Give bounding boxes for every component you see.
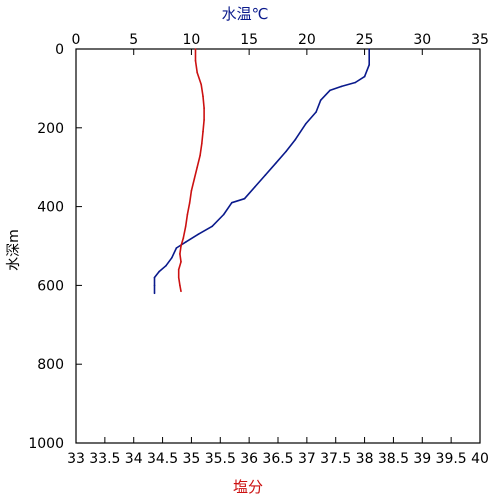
temperature-point [243, 197, 246, 200]
salinity-point [180, 245, 182, 247]
top-tick-label: 25 [356, 32, 374, 48]
temperature-point [158, 270, 160, 273]
temperature-point [153, 276, 156, 279]
bottom-tick-label: 39.5 [436, 451, 467, 467]
bottom-tick-label: 38 [356, 451, 374, 467]
top-tick-label: 30 [413, 32, 431, 48]
temperature-point [329, 89, 331, 92]
salinity-point [196, 166, 198, 168]
salinity-point [194, 48, 197, 50]
temperature-point [294, 138, 297, 141]
y-tick-label: 400 [37, 200, 64, 216]
temperature-point [153, 292, 156, 295]
bottom-tick-label: 37 [298, 451, 316, 467]
temperature-point [153, 284, 156, 287]
y-tick-label: 200 [37, 121, 64, 137]
top-tick-label: 5 [129, 32, 138, 48]
series-layer [153, 48, 371, 295]
temperature-point [368, 48, 371, 50]
bottom-tick-label: 39 [413, 451, 431, 467]
bottom-tick-label: 35.5 [205, 451, 236, 467]
temperature-point [340, 85, 343, 88]
salinity-point [182, 237, 185, 239]
temperature-point [175, 247, 178, 249]
bottom-tick-label: 37.5 [320, 451, 351, 467]
y-tick-label: 0 [55, 42, 64, 58]
salinity-point [180, 261, 182, 263]
salinity-point [179, 253, 181, 255]
salinity-point [184, 225, 187, 228]
temperature-profile-line [153, 49, 370, 294]
bottom-tick-label: 33.5 [89, 451, 120, 467]
y-tick-label: 600 [37, 278, 64, 294]
salinity-point [177, 268, 180, 271]
y-axis-title: 水深m [6, 229, 22, 271]
temperature-point [315, 111, 317, 113]
bottom-tick-label: 34 [125, 451, 143, 467]
bottom-tick-label: 36.5 [262, 451, 293, 467]
bottom-tick-label: 40 [471, 451, 489, 467]
salinity-point [194, 60, 197, 62]
temperature-point [231, 201, 233, 204]
temperature-point [184, 241, 187, 243]
salinity-point [203, 119, 205, 121]
bottom-tick-label: 33 [67, 451, 85, 467]
temperature-point [222, 213, 225, 216]
top-tick-label: 20 [298, 32, 316, 48]
salinity-point [193, 178, 196, 180]
plot-frame [75, 48, 481, 444]
temperature-point [197, 233, 200, 235]
temperature-point [171, 257, 173, 259]
salinity-point [188, 201, 191, 204]
salinity-point [179, 284, 181, 287]
y-tick-label: 1000 [28, 436, 64, 452]
temperature-point [211, 225, 213, 228]
temperature-point [165, 264, 167, 267]
salinity-point [199, 154, 201, 157]
salinity-point [203, 107, 205, 109]
salinity-point [200, 83, 202, 86]
salinity-point [177, 276, 180, 279]
salinity-point [196, 71, 198, 74]
temperature-point [363, 75, 366, 78]
bottom-tick-label: 38.5 [378, 451, 409, 467]
temperature-point [304, 123, 307, 125]
bottom-axis-title: 塩分 [233, 478, 263, 496]
temperature-point [368, 64, 371, 66]
temperature-point [254, 186, 256, 188]
temperature-point [274, 162, 277, 165]
bottom-tick-label: 35 [183, 451, 201, 467]
bottom-tick-label: 36 [240, 451, 258, 467]
temperature-point [319, 99, 322, 101]
top-axis-title: 水温℃ [222, 5, 269, 23]
salinity-point [180, 290, 182, 293]
salinity-point [201, 142, 203, 145]
salinity-point [202, 95, 204, 98]
salinity-point [186, 213, 189, 216]
top-tick-label: 15 [240, 32, 258, 48]
top-tick-label: 0 [72, 32, 81, 48]
salinity-point [190, 190, 193, 192]
y-tick-label: 800 [37, 357, 64, 373]
temperature-point [354, 81, 357, 84]
bottom-tick-label: 34.5 [147, 451, 178, 467]
temperature-point [264, 174, 267, 176]
salinity-point [202, 130, 204, 133]
top-tick-label: 35 [471, 32, 489, 48]
salinity-profile-line [177, 49, 205, 292]
temperature-point [285, 150, 287, 153]
top-tick-label: 10 [183, 32, 201, 48]
